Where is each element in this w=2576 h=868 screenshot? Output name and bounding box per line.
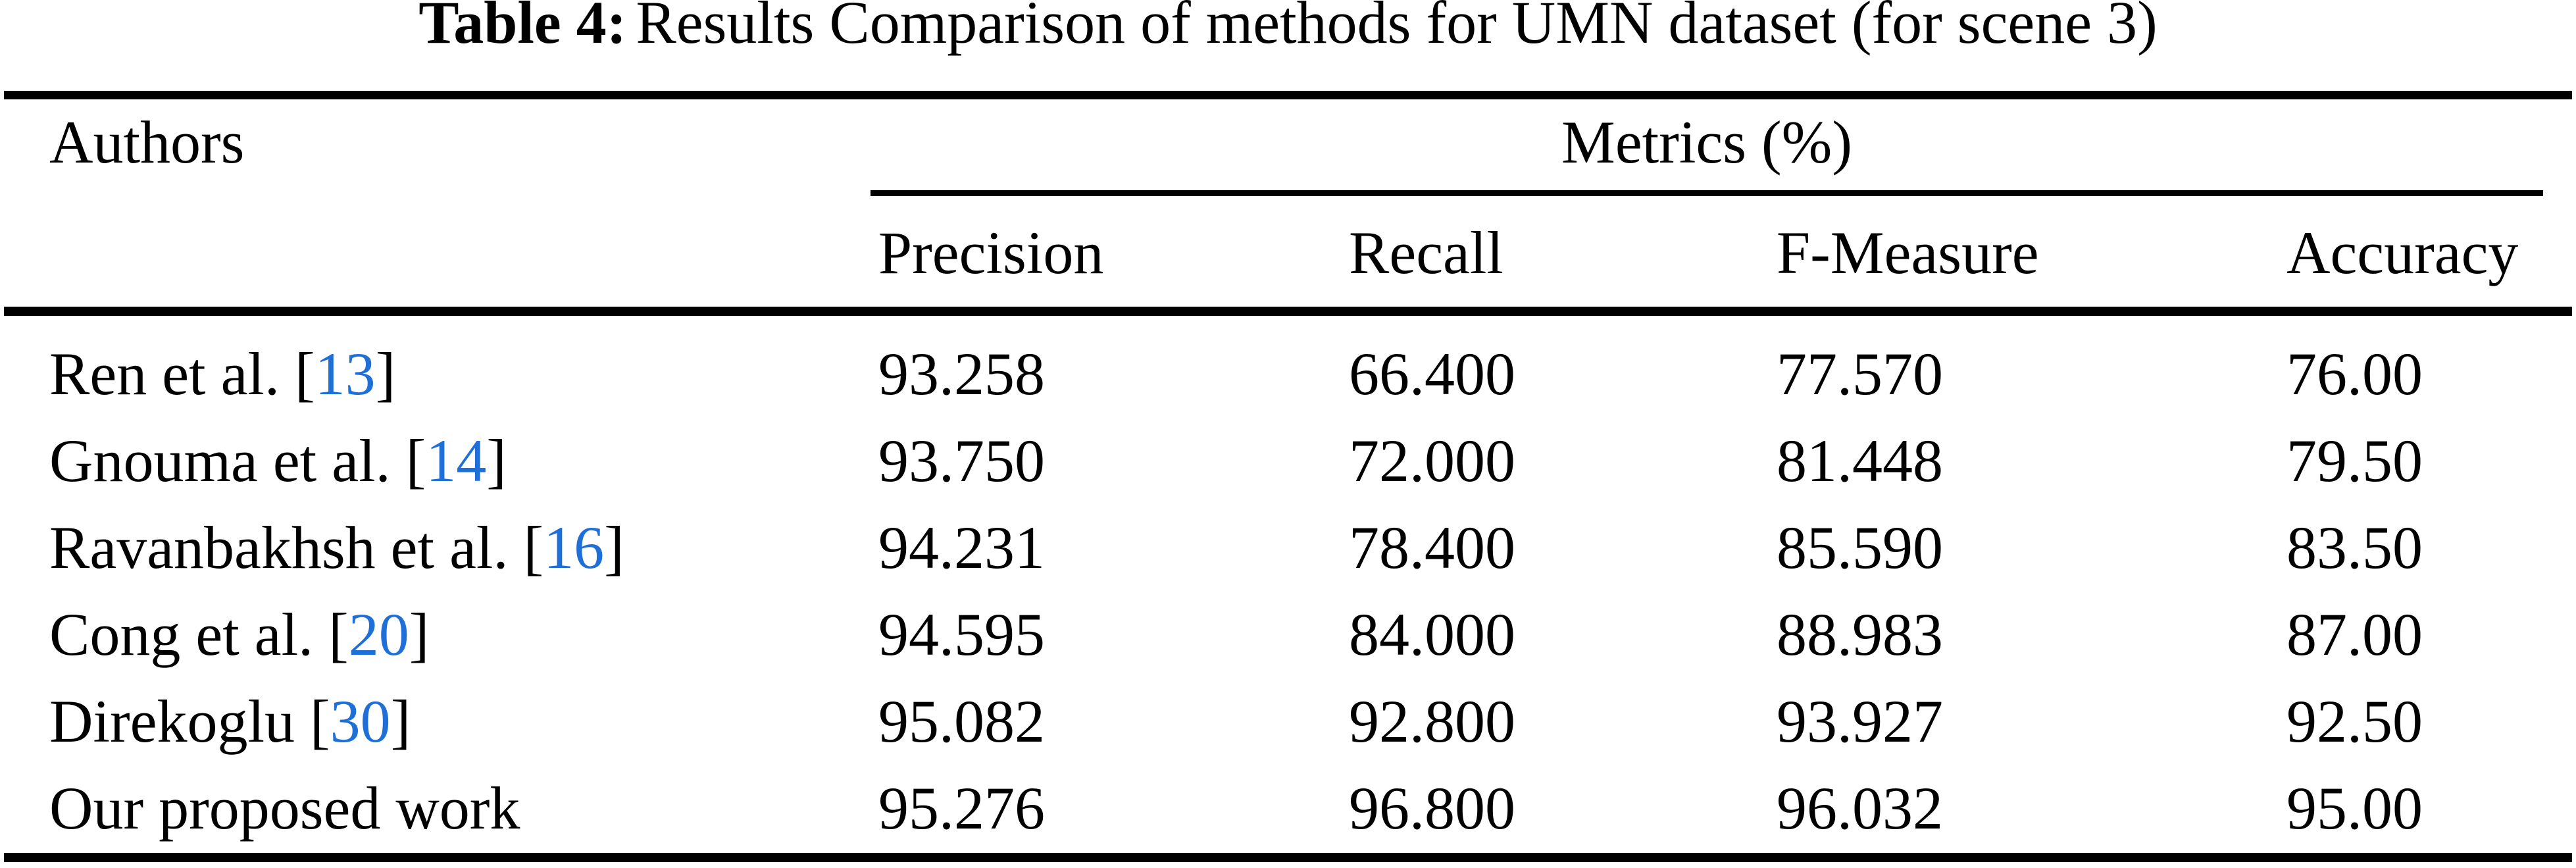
author-cell: Direkoglu [30] bbox=[49, 688, 878, 754]
empty-header-cell bbox=[49, 220, 878, 286]
metrics-group-rule bbox=[871, 190, 2543, 196]
author-name: Cong et al. bbox=[49, 601, 314, 668]
f-measure-value: 88.983 bbox=[1777, 601, 1943, 668]
citation-bracket-open: [ bbox=[313, 601, 349, 668]
table-caption: Table 4: Results Comparison of methods fo… bbox=[0, 0, 2576, 55]
f-measure-value: 77.570 bbox=[1777, 340, 1943, 407]
accuracy-value: 76.00 bbox=[2286, 340, 2423, 407]
citation-bracket-close: ] bbox=[604, 514, 624, 581]
citation-link[interactable]: 16 bbox=[543, 514, 605, 581]
recall-value: 96.800 bbox=[1349, 775, 1515, 842]
precision-value: 94.231 bbox=[878, 514, 1045, 581]
top-rule bbox=[4, 91, 2572, 99]
citation-bracket-open: [ bbox=[280, 340, 315, 407]
precision-value: 93.750 bbox=[878, 427, 1045, 494]
author-name: Direkoglu bbox=[49, 688, 295, 755]
recall-value: 72.000 bbox=[1349, 427, 1515, 494]
citation-bracket-open: [ bbox=[508, 514, 544, 581]
metrics-group-header: Metrics (%) bbox=[1561, 109, 1852, 176]
table-row: Ravanbakhsh et al. [16] 94.231 78.400 85… bbox=[49, 515, 2576, 580]
citation-bracket-open: [ bbox=[295, 688, 330, 755]
metric-headers-row: Precision Recall F-Measure Accuracy bbox=[49, 220, 2576, 286]
citation-bracket-close: ] bbox=[409, 601, 430, 668]
author-cell: Gnouma et al. [14] bbox=[49, 428, 878, 494]
f-measure-value: 93.927 bbox=[1777, 688, 1943, 755]
precision-value: 93.258 bbox=[878, 340, 1045, 407]
citation-link[interactable]: 14 bbox=[426, 427, 487, 494]
author-cell: Our proposed work bbox=[49, 775, 878, 841]
author-cell: Cong et al. [20] bbox=[49, 601, 878, 667]
citation-link[interactable]: 30 bbox=[330, 688, 391, 755]
citation-bracket-close: ] bbox=[486, 427, 507, 494]
author-cell: Ravanbakhsh et al. [16] bbox=[49, 515, 878, 580]
author-name: Our proposed work bbox=[49, 775, 520, 842]
precision-value: 95.082 bbox=[878, 688, 1045, 755]
accuracy-value: 92.50 bbox=[2286, 688, 2423, 755]
accuracy-value: 83.50 bbox=[2286, 514, 2423, 581]
f-measure-value: 81.448 bbox=[1777, 427, 1943, 494]
recall-value: 84.000 bbox=[1349, 601, 1515, 668]
header-body-rule bbox=[4, 307, 2572, 316]
precision-header: Precision bbox=[878, 219, 1104, 286]
bottom-rule bbox=[4, 853, 2572, 862]
table-caption-label: Table 4: bbox=[418, 0, 627, 56]
recall-header: Recall bbox=[1349, 219, 1503, 286]
author-name: Ren et al. bbox=[49, 340, 280, 407]
f-measure-value: 85.590 bbox=[1777, 514, 1943, 581]
accuracy-value: 79.50 bbox=[2286, 427, 2423, 494]
f-measure-header: F-Measure bbox=[1777, 219, 2039, 286]
accuracy-value: 95.00 bbox=[2286, 775, 2423, 842]
table-row: Our proposed work 95.276 96.800 96.032 9… bbox=[49, 775, 2576, 841]
citation-link[interactable]: 13 bbox=[315, 340, 376, 407]
accuracy-value: 87.00 bbox=[2286, 601, 2423, 668]
accuracy-header: Accuracy bbox=[2286, 219, 2519, 286]
citation-link[interactable]: 20 bbox=[348, 601, 409, 668]
table-caption-text: Results Comparison of methods for UMN da… bbox=[636, 0, 2158, 56]
citation-bracket-close: ] bbox=[375, 340, 396, 407]
table-row: Gnouma et al. [14] 93.750 72.000 81.448 … bbox=[49, 428, 2576, 494]
citation-bracket-close: ] bbox=[390, 688, 411, 755]
precision-value: 95.276 bbox=[878, 775, 1045, 842]
recall-value: 78.400 bbox=[1349, 514, 1515, 581]
citation-bracket-open: [ bbox=[390, 427, 426, 494]
precision-value: 94.595 bbox=[878, 601, 1045, 668]
author-name: Ravanbakhsh et al. bbox=[49, 514, 509, 581]
table-row: Direkoglu [30] 95.082 92.800 93.927 92.5… bbox=[49, 688, 2576, 754]
f-measure-value: 96.032 bbox=[1777, 775, 1943, 842]
author-cell: Ren et al. [13] bbox=[49, 341, 878, 407]
recall-value: 92.800 bbox=[1349, 688, 1515, 755]
table-row: Ren et al. [13] 93.258 66.400 77.570 76.… bbox=[49, 341, 2576, 407]
recall-value: 66.400 bbox=[1349, 340, 1515, 407]
table-row: Cong et al. [20] 94.595 84.000 88.983 87… bbox=[49, 601, 2576, 667]
author-name: Gnouma et al. bbox=[49, 427, 391, 494]
authors-column-header: Authors bbox=[49, 109, 245, 176]
